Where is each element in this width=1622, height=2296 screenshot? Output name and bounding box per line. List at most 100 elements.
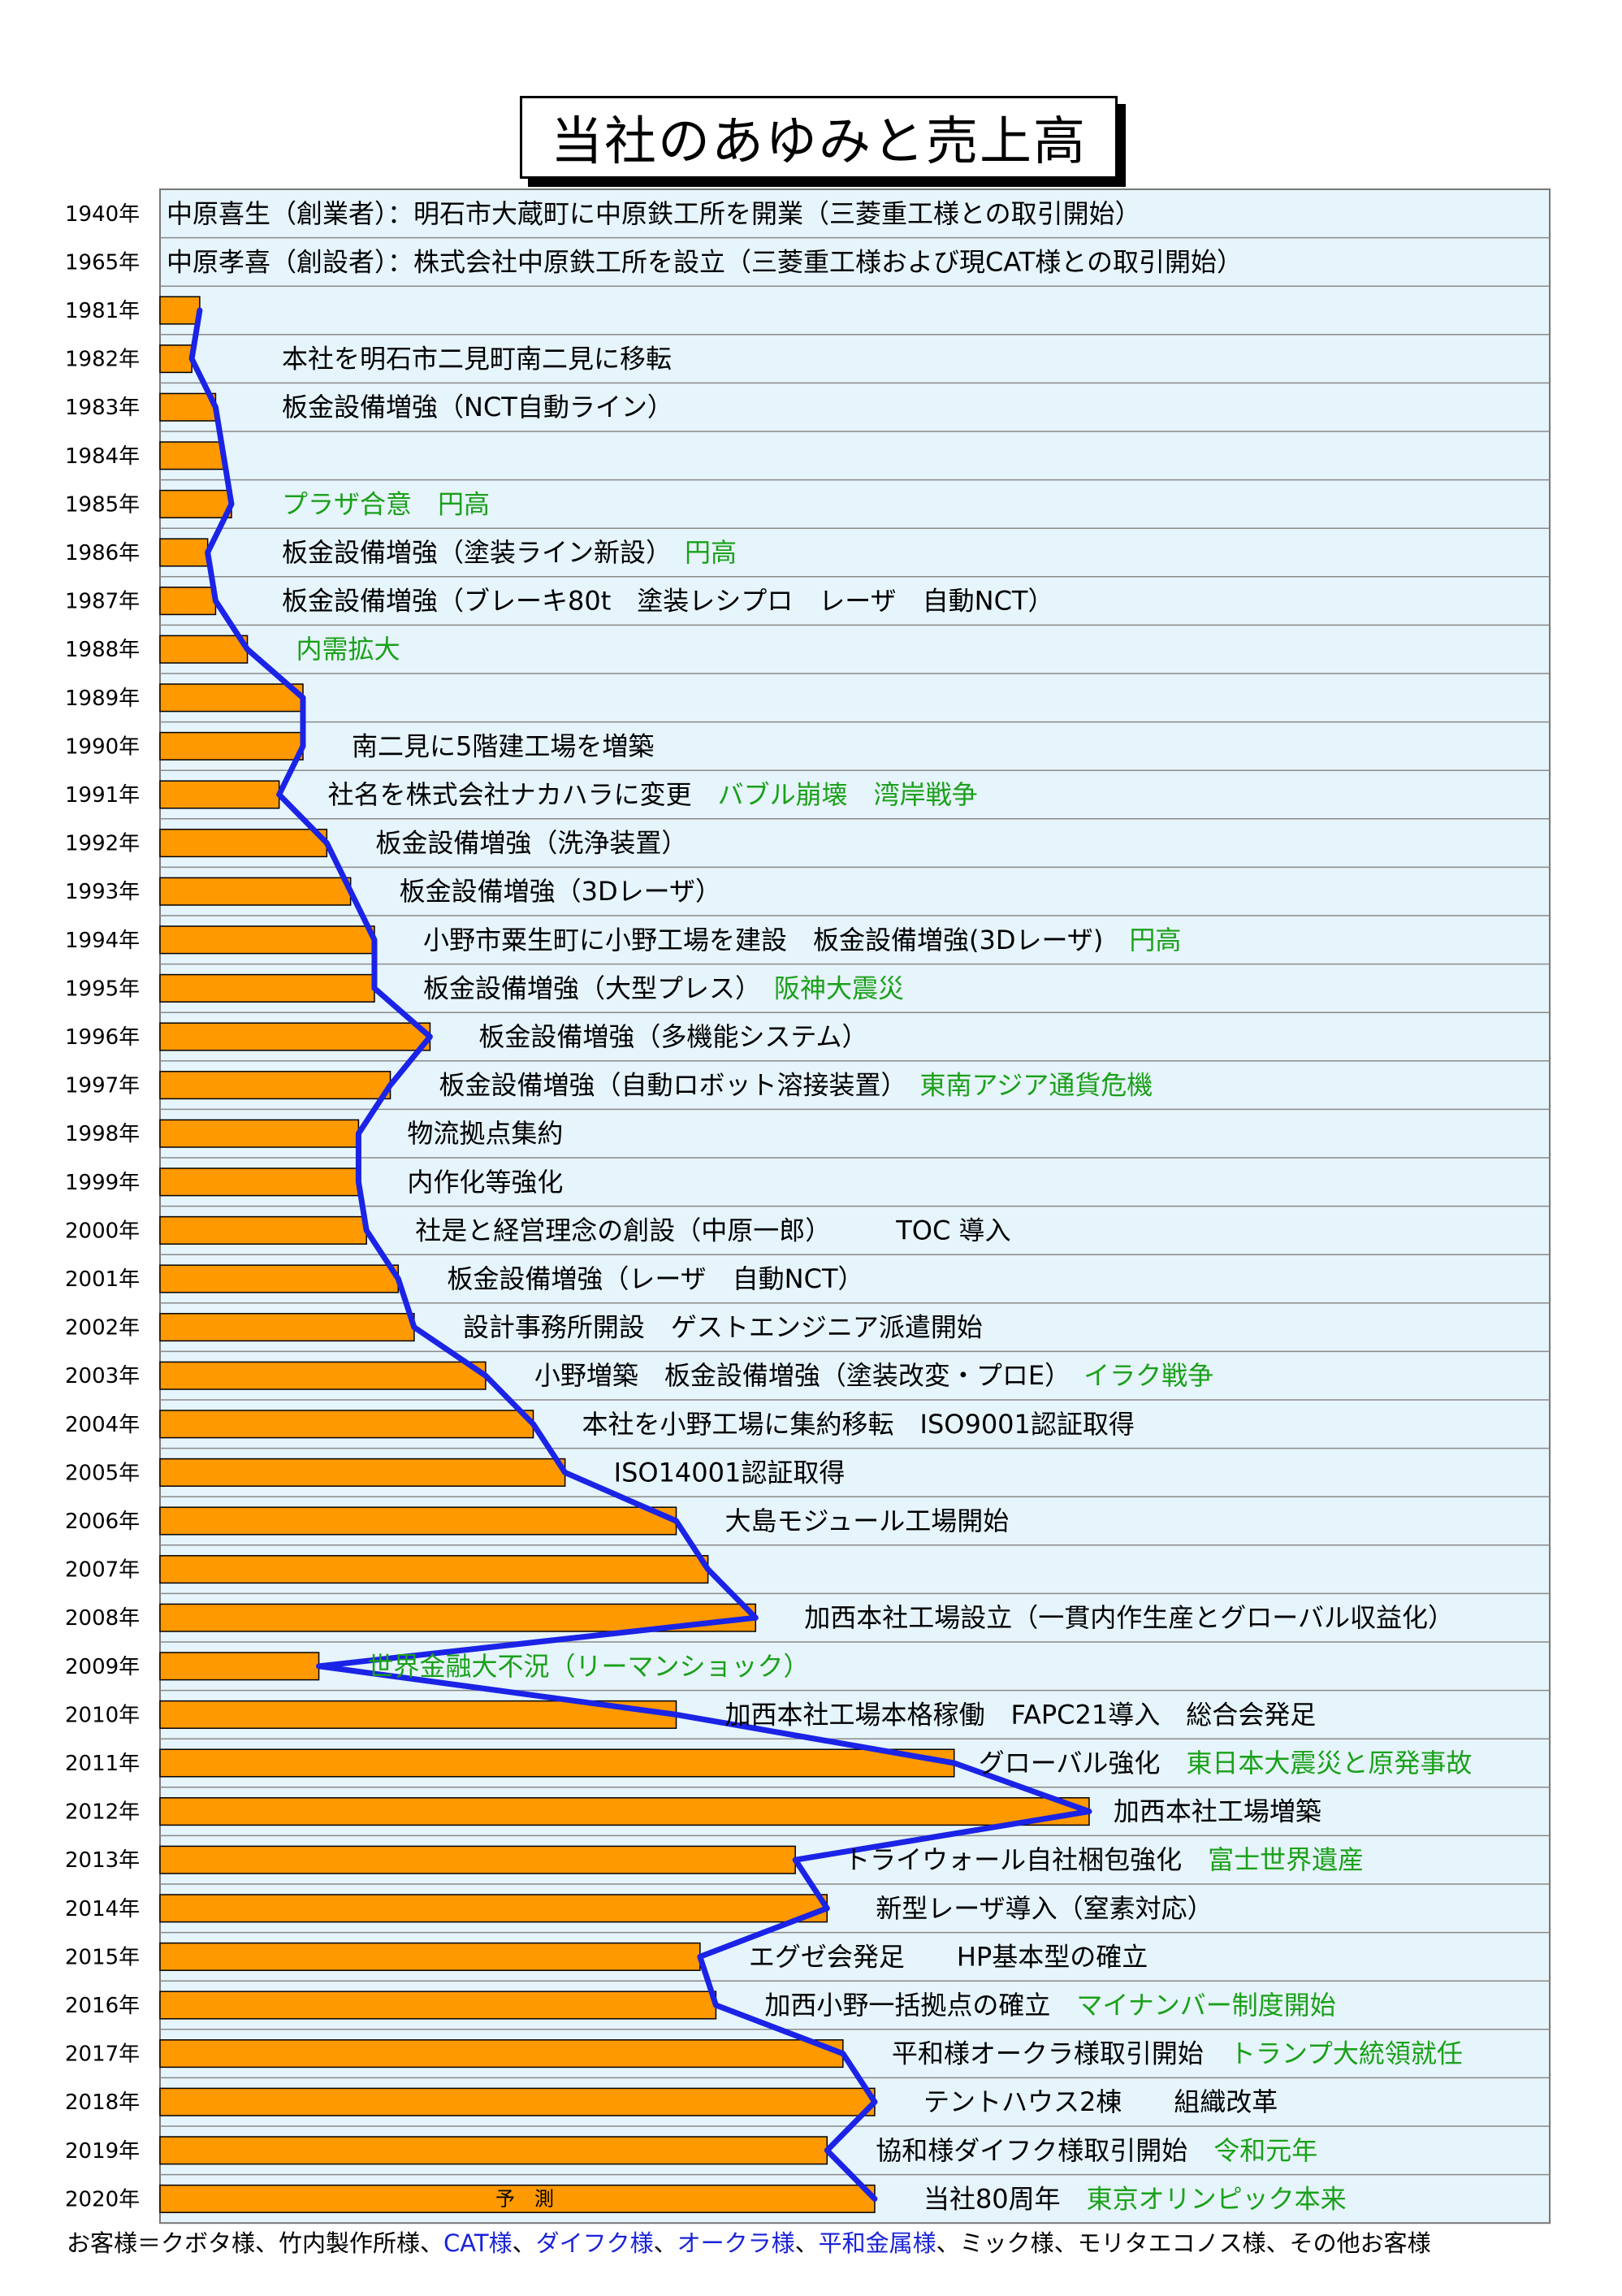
year-label: 2012年	[65, 1800, 140, 1825]
event-text: 内作化等強化	[407, 1167, 563, 1198]
company-event: 本社を小野工場に集約移転 ISO9001認証取得	[582, 1409, 1135, 1440]
company-event: 当社80周年	[923, 2183, 1061, 2214]
year-label: 2000年	[65, 1219, 140, 1243]
year-label: 2020年	[65, 2187, 140, 2212]
year-label: 1986年	[65, 541, 140, 565]
year-label: 1988年	[65, 638, 140, 662]
year-label: 1983年	[65, 396, 140, 420]
bar	[159, 538, 209, 567]
company-event: 板金設備増強（多機能システム）	[478, 1021, 867, 1052]
event-text: 内需拡大	[296, 634, 400, 665]
world-event: 富士世界遺産	[1182, 1844, 1364, 1875]
event-text: 加西本社工場設立（一貫内作生産とグローバル収益化）	[804, 1602, 1454, 1633]
year-label: 1984年	[65, 444, 140, 469]
company-event: 板金設備増強（洗浄装置）	[375, 828, 687, 859]
year-label: 1993年	[65, 880, 140, 904]
bar	[159, 1022, 431, 1051]
company-event: トライウォール自社梱包強化	[844, 1844, 1182, 1875]
year-label: 1989年	[65, 687, 140, 711]
footer-heiwa: 平和金属様	[818, 2229, 936, 2257]
bar	[159, 1845, 796, 1874]
forecast-label: 予 測	[495, 2187, 554, 2210]
year-label: 1994年	[65, 929, 140, 953]
year-label: 2002年	[65, 1316, 140, 1341]
bar	[159, 392, 217, 422]
bar	[159, 1797, 1090, 1826]
event-text: 社名を株式会社ナカハラに変更 バブル崩壊 湾岸戦争	[328, 779, 978, 810]
year-label: 2003年	[65, 1364, 140, 1388]
year-label: 2018年	[65, 2090, 140, 2115]
event-text: 南二見に5階建工場を増築	[352, 730, 654, 761]
event-text: グローバル強化 東日本大震災と原発事故	[979, 1748, 1473, 1778]
bar	[159, 1991, 717, 2020]
event-text: 本社を小野工場に集約移転 ISO9001認証取得	[582, 1409, 1135, 1440]
event-text: 小野増築 板金設備増強（塗装改変・プロE） イラク戦争	[534, 1360, 1213, 1391]
year-label: 1987年	[65, 590, 140, 614]
event-text: 板金設備増強（多機能システム）	[478, 1021, 867, 1052]
year-label: 2017年	[65, 2043, 140, 2067]
footer-cat: CAT様	[443, 2229, 513, 2257]
bar	[159, 731, 304, 760]
event-text: 中原喜生（創業者）：明石市大蔵町に中原鉄工所を開業（三菱重工様との取引開始）	[167, 198, 1141, 229]
bar	[159, 829, 328, 858]
company-event: 板金設備増強（塗装ライン新設）	[282, 537, 659, 568]
company-event: テントハウス2棟 組織改革	[923, 2086, 1278, 2117]
bar	[159, 1942, 701, 1971]
company-event: 板金設備増強（ブレーキ80t 塗装レシプロ レーザ 自動NCT）	[282, 586, 1053, 617]
year-label: 2009年	[65, 1655, 140, 1679]
event-text: 小野市粟生町に小野工場を建設 板金設備増強(3Dレーザ) 円高	[423, 925, 1181, 955]
world-event: プラザ合意 円高	[282, 488, 490, 519]
year-label: 1985年	[65, 492, 140, 517]
company-event: 加西本社工場増築	[1114, 1796, 1321, 1827]
year-label: 1981年	[65, 299, 140, 323]
world-event: 内需拡大	[296, 634, 400, 665]
world-event: バブル崩壊 湾岸戦争	[692, 779, 978, 810]
event-text: テントハウス2棟 組織改革	[923, 2086, 1278, 2117]
event-text: 設計事務所開設 ゲストエンジニア派遣開始	[463, 1312, 983, 1343]
company-event: 南二見に5階建工場を増築	[352, 730, 654, 761]
bar	[159, 587, 217, 616]
chart-title: 当社のあゆみと売上高	[520, 96, 1118, 179]
company-event: 平和様オークラ様取引開始	[892, 2038, 1204, 2069]
event-text: トライウォール自社梱包強化 富士世界遺産	[844, 1844, 1364, 1875]
world-event: 世界金融大不況（リーマンショック）	[368, 1651, 810, 1682]
world-event: 円高	[1103, 925, 1181, 955]
bar	[159, 1506, 677, 1536]
event-text: 板金設備増強（大型プレス） 阪神大震災	[423, 973, 904, 1003]
world-event: 令和元年	[1187, 2135, 1317, 2166]
bar	[159, 2087, 876, 2116]
company-event: 設計事務所開設 ゲストエンジニア派遣開始	[463, 1312, 983, 1343]
company-event: 板金設備増強（大型プレス）	[423, 973, 748, 1003]
event-text: 板金設備増強（ブレーキ80t 塗装レシプロ レーザ 自動NCT）	[282, 586, 1053, 617]
bar	[159, 441, 224, 470]
bar	[159, 1167, 360, 1197]
event-text: 大島モジュール工場開始	[725, 1505, 1010, 1536]
year-label: 1982年	[65, 348, 140, 372]
event-text: 平和様オークラ様取引開始 トランプ大統領就任	[892, 2038, 1463, 2069]
event-text: 板金設備増強（洗浄装置）	[375, 828, 687, 859]
company-event: 板金設備増強（自動ロボット溶接装置）	[439, 1070, 894, 1101]
bar	[159, 925, 375, 955]
event-text: プラザ合意 円高	[282, 488, 490, 519]
world-event: 東京オリンピック本来	[1061, 2183, 1347, 2214]
bar	[159, 1410, 534, 1439]
company-event: 加西小野一括拠点の確立	[764, 1990, 1050, 2021]
customer-footer: お客様＝クボタ様、竹内製作所様、CAT様、ダイフク様、オークラ様、平和金属様、ミ…	[67, 2225, 1431, 2259]
company-event: エグゼ会発足 HP基本型の確立	[749, 1941, 1148, 1972]
year-label: 1990年	[65, 734, 140, 759]
year-label: 1997年	[65, 1074, 140, 1098]
event-text: 加西小野一括拠点の確立 マイナンバー制度開始	[764, 1990, 1335, 2021]
company-event: グローバル強化	[979, 1748, 1161, 1778]
event-text: 板金設備増強（3Dレーザ）	[400, 876, 721, 907]
event-text: 当社80周年 東京オリンピック本来	[923, 2183, 1347, 2214]
bar	[159, 1361, 487, 1390]
company-event: 内作化等強化	[407, 1167, 563, 1198]
footer-prefix: お客様＝クボタ様、竹内製作所様、	[67, 2229, 444, 2257]
bar	[159, 1119, 360, 1148]
year-label: 2013年	[65, 1848, 140, 1873]
bar	[159, 1652, 320, 1681]
footer-sep: 、	[653, 2229, 677, 2257]
event-text: 新型レーザ導入（窒素対応）	[876, 1893, 1213, 1924]
company-event: 大島モジュール工場開始	[725, 1505, 1010, 1536]
